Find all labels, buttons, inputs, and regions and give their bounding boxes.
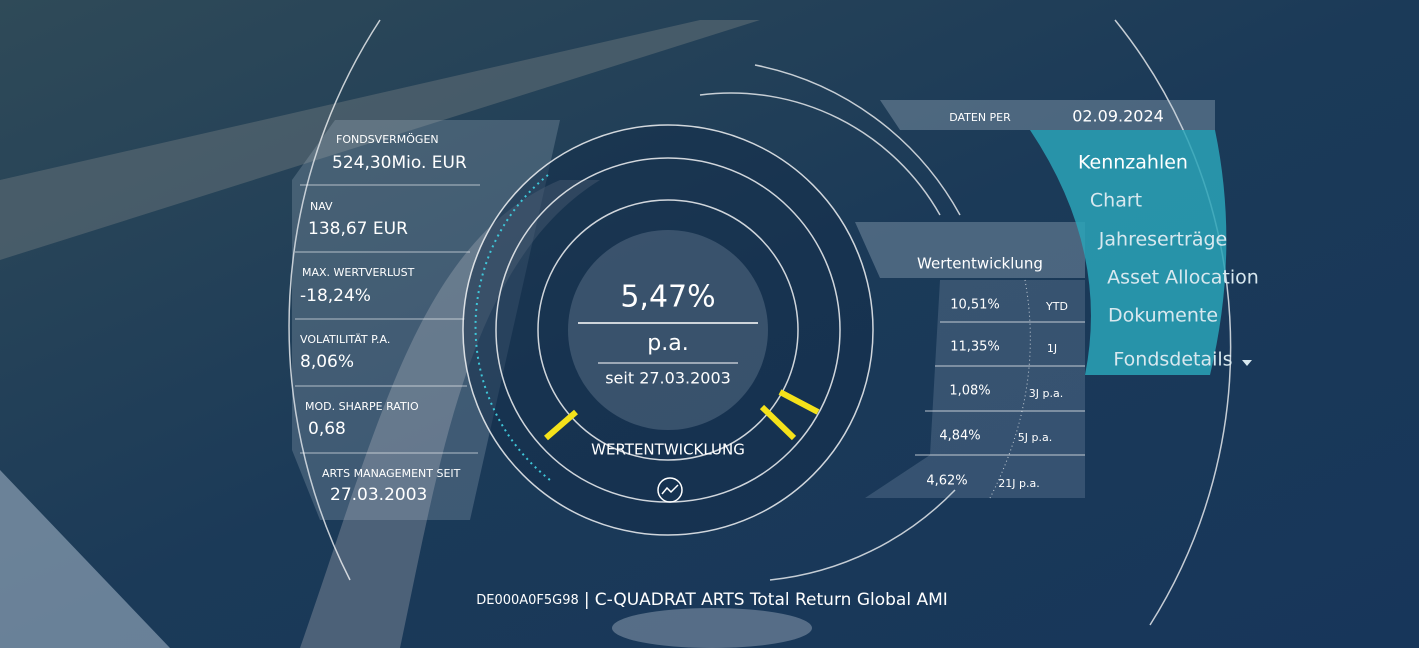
perf-period: 3J p.a. — [1029, 387, 1063, 400]
fund-name: C-QUADRAT ARTS Total Return Global AMI — [595, 590, 948, 610]
menu-item[interactable]: Fondsdetails — [1113, 349, 1232, 371]
table-title: Wertentwicklung — [917, 255, 1043, 273]
perf-value: 1,08% — [949, 384, 990, 399]
perf-value: 4,84% — [939, 429, 980, 444]
stat-label: ARTS MANAGEMENT SEIT — [322, 467, 461, 480]
screen: FONDSVERMÖGEN 524,30Mio. EUR NAV 138,67 … — [0, 0, 1419, 648]
menu-item[interactable]: Jahreserträge — [1098, 229, 1227, 251]
page: FONDSVERMÖGEN 524,30Mio. EUR NAV 138,67 … — [0, 0, 1419, 648]
menu-item[interactable]: Kennzahlen — [1078, 152, 1188, 174]
stat-label: NAV — [310, 200, 333, 213]
stat-label: FONDSVERMÖGEN — [336, 133, 439, 146]
stat-value: -18,24% — [300, 286, 371, 306]
menu-item[interactable]: Asset Allocation — [1107, 267, 1259, 289]
stat-value: 27.03.2003 — [330, 485, 427, 505]
stat-value: 8,06% — [300, 352, 354, 372]
isin: DE000A0F5G98 — [476, 593, 579, 608]
footer: DE000A0F5G98 | C-QUADRAT ARTS Total Retu… — [476, 590, 948, 611]
stat-label: MOD. SHARPE RATIO — [305, 400, 419, 413]
scroll-button[interactable] — [612, 608, 812, 648]
date-value: 02.09.2024 — [1072, 107, 1164, 126]
center-disc — [568, 230, 768, 430]
date-band — [880, 100, 1215, 130]
perf-value: 10,51% — [950, 298, 1000, 313]
gauge-label: WERTENTWICKLUNG — [591, 441, 745, 459]
stat-label: VOLATILITÄT P.A. — [300, 333, 390, 346]
menu-item[interactable]: Dokumente — [1108, 305, 1218, 327]
gauge: 5,47% p.a. seit 27.03.2003 WERTENTWICKLU… — [463, 125, 873, 535]
stat-value: 0,68 — [308, 419, 346, 439]
perf-period: 5J p.a. — [1018, 431, 1052, 444]
perf-value: 4,62% — [926, 474, 967, 489]
stat-label: MAX. WERTVERLUST — [302, 266, 415, 279]
stat-value: 138,67 EUR — [308, 219, 408, 239]
perf-period: YTD — [1045, 300, 1068, 313]
perf-period: 1J — [1047, 342, 1057, 355]
menu-item[interactable]: Chart — [1090, 190, 1142, 212]
gauge-value: 5,47% — [620, 280, 715, 315]
perf-value: 11,35% — [950, 340, 1000, 355]
separator: | — [584, 590, 590, 610]
stat-value: 524,30Mio. EUR — [332, 153, 467, 173]
gauge-unit: p.a. — [647, 331, 688, 356]
perf-period: 21J p.a. — [998, 477, 1039, 490]
gauge-since: seit 27.03.2003 — [605, 369, 731, 388]
date-label: DATEN PER — [949, 111, 1011, 124]
